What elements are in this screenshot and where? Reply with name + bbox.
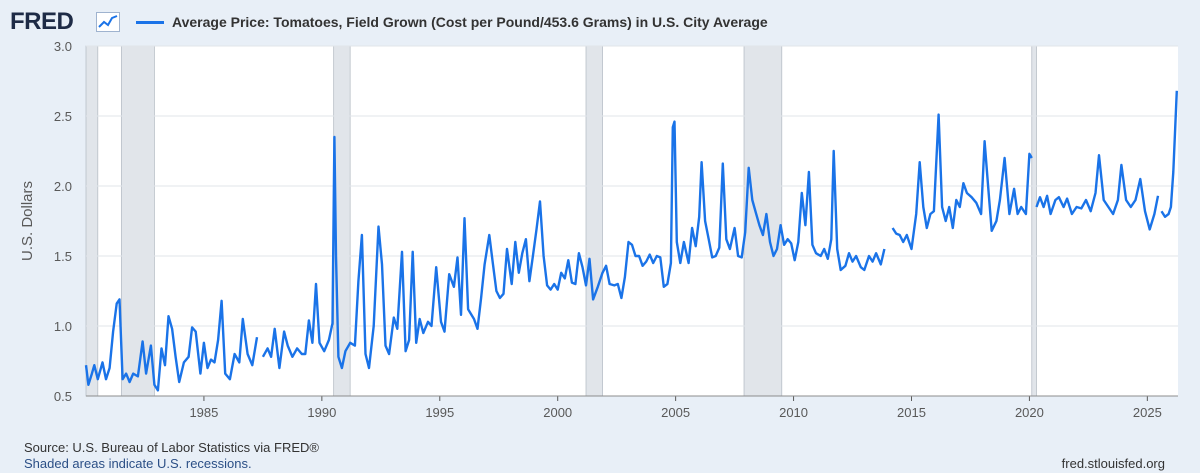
y-tick-label: 1.5 [54, 249, 72, 264]
x-tick-label: 2020 [1015, 405, 1044, 420]
graph-icon [96, 12, 120, 32]
legend-label: Average Price: Tomatoes, Field Grown (Co… [172, 14, 768, 30]
y-tick-label: 1.0 [54, 319, 72, 334]
recession-band [585, 45, 603, 397]
line-chart: 0.5 1.0 1.5 2.0 2.5 3.0 U.S. Dollars 1985 1990 19… [19, 39, 1178, 420]
recession-band [743, 45, 783, 397]
recession-band [1031, 45, 1037, 397]
y-tick-label: 2.0 [54, 179, 72, 194]
y-tick-label: 3.0 [54, 39, 72, 54]
x-tick-label: 1985 [189, 405, 218, 420]
x-tick-label: 1990 [307, 405, 336, 420]
y-tick-label: 2.5 [54, 109, 72, 124]
x-tick-label: 2010 [779, 405, 808, 420]
x-tick-label: 2005 [661, 405, 690, 420]
y-tick-label: 0.5 [54, 389, 72, 404]
recessions-note[interactable]: Shaded areas indicate U.S. recessions. [24, 456, 252, 471]
fred-logo[interactable]: FRED [10, 8, 74, 35]
chart-header: FRED Average Price: Tomatoes, Field Grow… [10, 8, 1190, 36]
plot-area [86, 46, 1178, 396]
x-tick-label: 2025 [1133, 405, 1162, 420]
series-line-segment [891, 113, 1033, 251]
x-tick-label: 2000 [543, 405, 572, 420]
series-line-segment [1160, 90, 1178, 219]
recession-band [85, 45, 99, 397]
x-tick-label: 1995 [425, 405, 454, 420]
source-note: Source: U.S. Bureau of Labor Statistics … [24, 440, 319, 455]
series-line-segment [261, 120, 886, 370]
y-axis-title: U.S. Dollars [19, 181, 36, 261]
recession-band [120, 45, 155, 397]
series-line-segment [84, 298, 259, 392]
series-line-segment [1035, 153, 1160, 231]
x-tick-label: 2015 [897, 405, 926, 420]
footer-notes: Source: U.S. Bureau of Labor Statistics … [24, 440, 319, 472]
site-link[interactable]: fred.stlouisfed.org [1061, 456, 1165, 471]
legend-swatch [136, 21, 164, 24]
